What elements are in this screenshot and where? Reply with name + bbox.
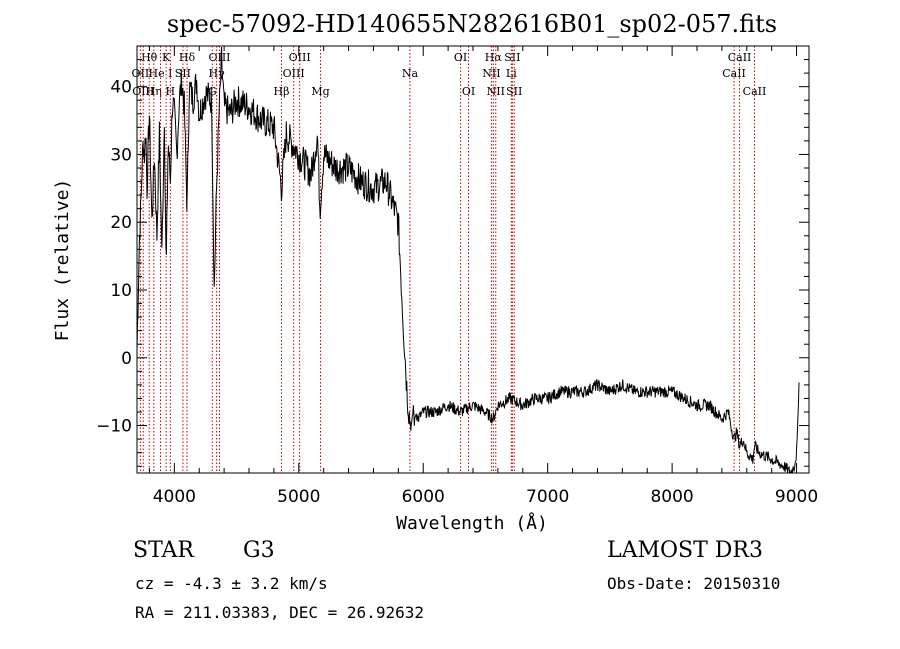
obs-date: Obs-Date: 20150310 [607, 574, 781, 593]
object-type: STAR [133, 538, 194, 563]
line-label-16: Na [402, 67, 419, 80]
line-label-14: OIII [289, 51, 311, 64]
line-label-5: K [162, 51, 171, 64]
line-label-12: Hβ [274, 85, 290, 98]
y-axis: −10 0 10 20 30 40 [96, 45, 809, 467]
y-tick-label-30: 30 [110, 145, 132, 165]
x-tick-label-7000: 7000 [526, 487, 569, 507]
spectral-subclass: G3 [243, 538, 275, 563]
y-tick-label-20: 20 [110, 213, 132, 233]
y-tick-label-10: 10 [110, 281, 132, 301]
line-label-11: G [208, 85, 217, 98]
line-label-2: OIII [132, 85, 154, 98]
line-label-20: NII [482, 67, 500, 80]
flux-series-line [136, 46, 800, 474]
x-tick-label-5000: 5000 [277, 487, 320, 507]
line-label-21: NII [487, 85, 505, 98]
redshift-text: cz = -4.3 ± 3.2 km/s [135, 574, 328, 593]
line-label-26: CaII [728, 51, 752, 64]
x-tick-label-6000: 6000 [402, 487, 445, 507]
line-label-24: SII [506, 85, 522, 98]
line-label-8: Hδ [179, 51, 196, 64]
line-label-7: SII [175, 67, 191, 80]
x-axis-label: Wavelength (Å) [396, 512, 548, 534]
x-tick-label-9000: 9000 [775, 487, 818, 507]
y-tick-label-0: 0 [121, 349, 132, 369]
line-label-15: Mg [311, 85, 329, 98]
line-label-23: SII [504, 51, 520, 64]
y-tick-label-40: 40 [110, 78, 132, 98]
survey-name: LAMOST DR3 [607, 538, 763, 563]
x-axis: 4000 5000 6000 7000 8000 9000 [148, 46, 818, 507]
line-label-9: OIII [208, 51, 230, 64]
line-label-4: He I [149, 67, 173, 80]
line-label-17: OI [454, 51, 467, 64]
line-label-25: CaII [722, 67, 746, 80]
line-label-3: Hη [146, 85, 162, 98]
line-label-19: Hα [485, 51, 503, 64]
x-tick-label-4000: 4000 [153, 487, 196, 507]
line-label-27: CaII [743, 85, 767, 98]
line-label-22: Li [506, 67, 517, 80]
x-tick-label-8000: 8000 [650, 487, 693, 507]
line-label-6: H [166, 85, 176, 98]
line-label-13: OIII [283, 67, 305, 80]
chart-title: spec-57092-HD140655N282616B01_sp02-057.f… [167, 10, 777, 38]
y-tick-label--10: −10 [96, 417, 132, 437]
line-label-18: OI [462, 85, 475, 98]
y-axis-label: Flux (relative) [52, 179, 73, 342]
coordinates-text: RA = 211.03383, DEC = 26.92632 [135, 603, 424, 622]
